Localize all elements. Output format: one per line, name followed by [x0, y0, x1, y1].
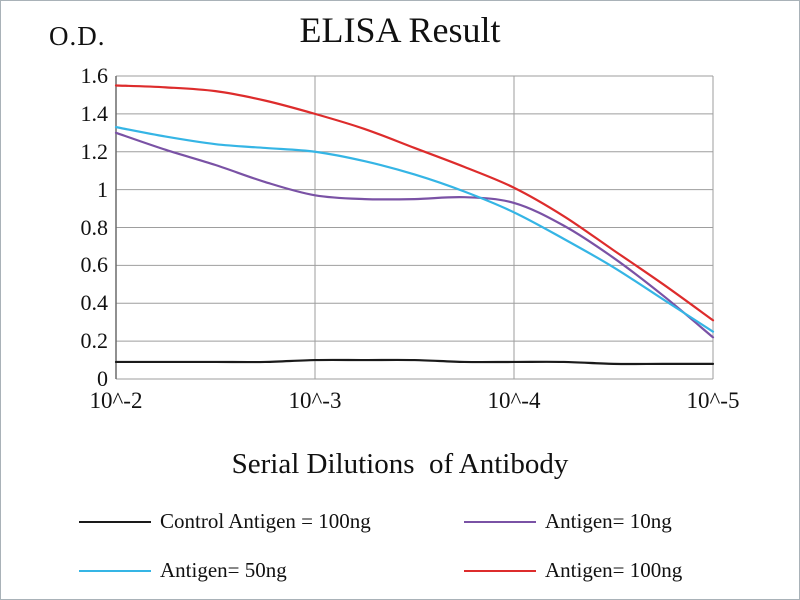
legend-label: Control Antigen = 100ng [160, 509, 371, 533]
series-line [114, 131, 715, 339]
legend-item: Control Antigen = 100ng [79, 509, 464, 534]
legend-item: Antigen= 100ng [464, 558, 739, 583]
legend-line-swatch [79, 569, 151, 572]
y-tick-label: 0 [97, 366, 108, 391]
series-line [114, 84, 715, 322]
x-axis-title: Serial Dilutions of Antibody [231, 448, 569, 480]
y-tick-label: 1.6 [80, 63, 109, 88]
y-tick-label: 0.8 [80, 214, 109, 240]
y-tick-label: 1 [97, 176, 108, 202]
x-tick-label: 10^-4 [487, 388, 541, 413]
legend-label: Antigen= 50ng [160, 558, 287, 582]
legend: Control Antigen = 100ng Antigen= 10ng Anti… [79, 509, 739, 583]
chart-title: ELISA Result [299, 10, 501, 50]
x-tick-label: 10^-2 [89, 388, 143, 413]
legend-line-swatch [464, 520, 536, 523]
legend-label: Antigen= 10ng [545, 509, 672, 533]
legend-label: Antigen= 100ng [545, 558, 683, 582]
legend-item: Antigen= 10ng [464, 509, 739, 534]
y-tick-label: 0.6 [80, 252, 109, 278]
y-axis-title: O.D. [49, 21, 106, 51]
series-line [114, 126, 715, 333]
x-tick-label: 10^-3 [288, 388, 342, 413]
x-tick-label: 10^-5 [686, 388, 740, 413]
legend-line-swatch [79, 520, 151, 523]
legend-line-swatch [464, 569, 536, 572]
y-tick-label: 0.2 [80, 328, 109, 354]
series-line [114, 358, 715, 366]
legend-item: Antigen= 50ng [79, 558, 464, 583]
y-tick-label: 1.4 [80, 100, 109, 126]
y-tick-label: 0.4 [80, 290, 109, 316]
y-tick-label: 1.2 [80, 138, 109, 164]
